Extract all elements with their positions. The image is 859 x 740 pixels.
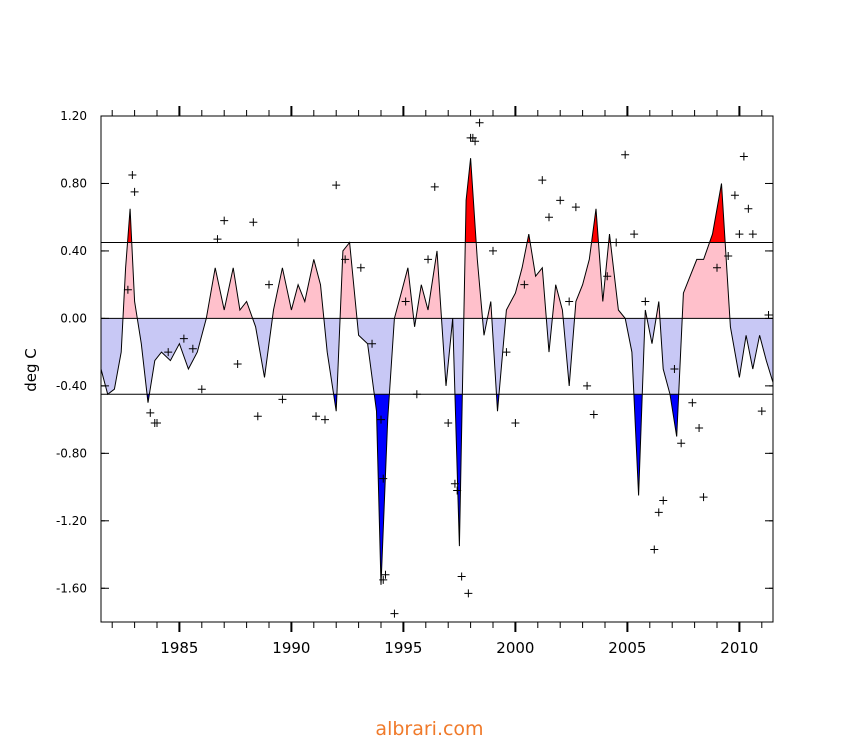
data-point-marker — [475, 118, 484, 127]
data-point-marker — [739, 152, 748, 161]
data-point-marker — [153, 418, 161, 427]
y-tick-label: 1.20 — [60, 109, 87, 123]
data-point-marker — [489, 246, 497, 255]
data-point-marker — [146, 408, 155, 417]
data-point-marker — [538, 176, 547, 185]
data-point-marker — [412, 390, 421, 399]
data-point-marker — [650, 545, 659, 554]
y-tick-label: -0.80 — [56, 446, 87, 460]
data-point-marker — [764, 311, 773, 320]
anomaly-fill-layer — [101, 158, 773, 585]
y-tick-label: -0.40 — [56, 379, 87, 393]
data-point-marker — [565, 297, 574, 306]
data-point-marker — [444, 418, 453, 427]
data-point-marker — [164, 348, 173, 357]
data-point-marker — [571, 203, 580, 212]
data-point-marker — [511, 418, 520, 427]
data-point-marker — [630, 230, 639, 239]
data-point-marker — [368, 339, 377, 348]
data-point-marker — [699, 493, 708, 502]
data-point-marker — [213, 235, 222, 244]
data-point-marker — [744, 204, 753, 213]
data-point-marker — [471, 137, 480, 146]
data-point-marker — [424, 255, 433, 264]
data-point-marker — [688, 398, 697, 407]
data-point-marker — [468, 133, 477, 142]
data-point-marker — [713, 263, 721, 272]
data-point-marker — [341, 255, 350, 264]
data-point-marker — [197, 385, 206, 394]
data-point-marker — [294, 238, 303, 247]
plot-frame — [100, 115, 774, 623]
data-point-marker — [379, 474, 388, 483]
y-tick-label: -1.20 — [56, 514, 87, 528]
data-point-marker — [748, 230, 757, 239]
data-point-marker — [603, 272, 612, 281]
data-point-marker — [695, 424, 704, 433]
negative-anomaly-fill — [101, 318, 773, 585]
data-point-marker — [670, 365, 679, 373]
data-point-marker — [641, 297, 650, 306]
x-tick-label: 1985 — [160, 639, 198, 657]
data-point-marker — [464, 589, 473, 598]
data-point-marker — [457, 572, 466, 581]
data-point-marker — [659, 496, 668, 505]
y-tick-label: 0.00 — [60, 311, 87, 325]
data-point-marker — [556, 196, 565, 205]
data-point-marker — [188, 344, 197, 353]
x-tick-label: 1995 — [384, 639, 422, 657]
data-point-marker — [249, 218, 258, 227]
data-point-marker — [312, 412, 321, 421]
y-tick-label: 0.40 — [60, 244, 87, 258]
data-point-marker — [520, 280, 529, 289]
anomaly-line — [100, 158, 774, 585]
data-point-marker — [589, 410, 598, 419]
data-point-marker — [735, 230, 744, 239]
y-tick-label: -1.60 — [56, 581, 87, 595]
x-axis: 1985 1990 1995 2000 2005 2010 — [111, 106, 763, 657]
data-point-marker — [453, 486, 462, 495]
data-point-marker — [253, 412, 262, 421]
data-point-marker — [730, 191, 739, 200]
data-point-marker — [377, 415, 385, 424]
data-point-marker — [332, 181, 341, 190]
data-point-marker — [502, 348, 511, 357]
data-point-marker — [278, 395, 287, 404]
data-point-marker — [381, 570, 390, 579]
data-point-marker — [654, 508, 663, 517]
data-point-marker — [123, 285, 132, 294]
data-point-marker — [401, 297, 410, 306]
x-tick-label: 2005 — [608, 639, 646, 657]
x-tick-label: 2000 — [496, 639, 534, 657]
y-tick-label: 0.80 — [60, 176, 87, 190]
data-point-marker — [220, 216, 229, 225]
data-point-marker — [612, 238, 621, 247]
data-point-marker — [130, 187, 139, 196]
data-point-marker — [265, 280, 273, 289]
data-point-marker — [583, 381, 592, 390]
watermark-text: albrari.com — [375, 718, 484, 740]
x-tick-label: 1990 — [272, 639, 310, 657]
threshold-lines — [101, 242, 773, 395]
y-axis-label: deg C — [22, 348, 40, 392]
data-point-marker — [450, 479, 459, 488]
data-point-marker — [379, 575, 388, 584]
data-point-marker — [321, 415, 329, 424]
data-point-marker — [356, 263, 365, 272]
y-axis: -1.60 -1.20 -0.80 -0.40 0.00 0.40 0.80 1.20 — [56, 109, 773, 595]
data-point-marker — [390, 609, 399, 618]
data-point-marker — [677, 439, 686, 448]
data-point-marker — [724, 251, 733, 260]
x-tick-label: 2010 — [720, 639, 758, 657]
data-point-marker — [179, 334, 188, 343]
data-point-marker — [621, 150, 630, 159]
data-point-marker — [430, 182, 439, 191]
data-point-marker — [233, 359, 242, 368]
data-point-marker — [545, 213, 553, 222]
data-point-marker — [757, 407, 766, 416]
data-point-marker — [128, 171, 137, 180]
monthly-points — [123, 118, 773, 618]
